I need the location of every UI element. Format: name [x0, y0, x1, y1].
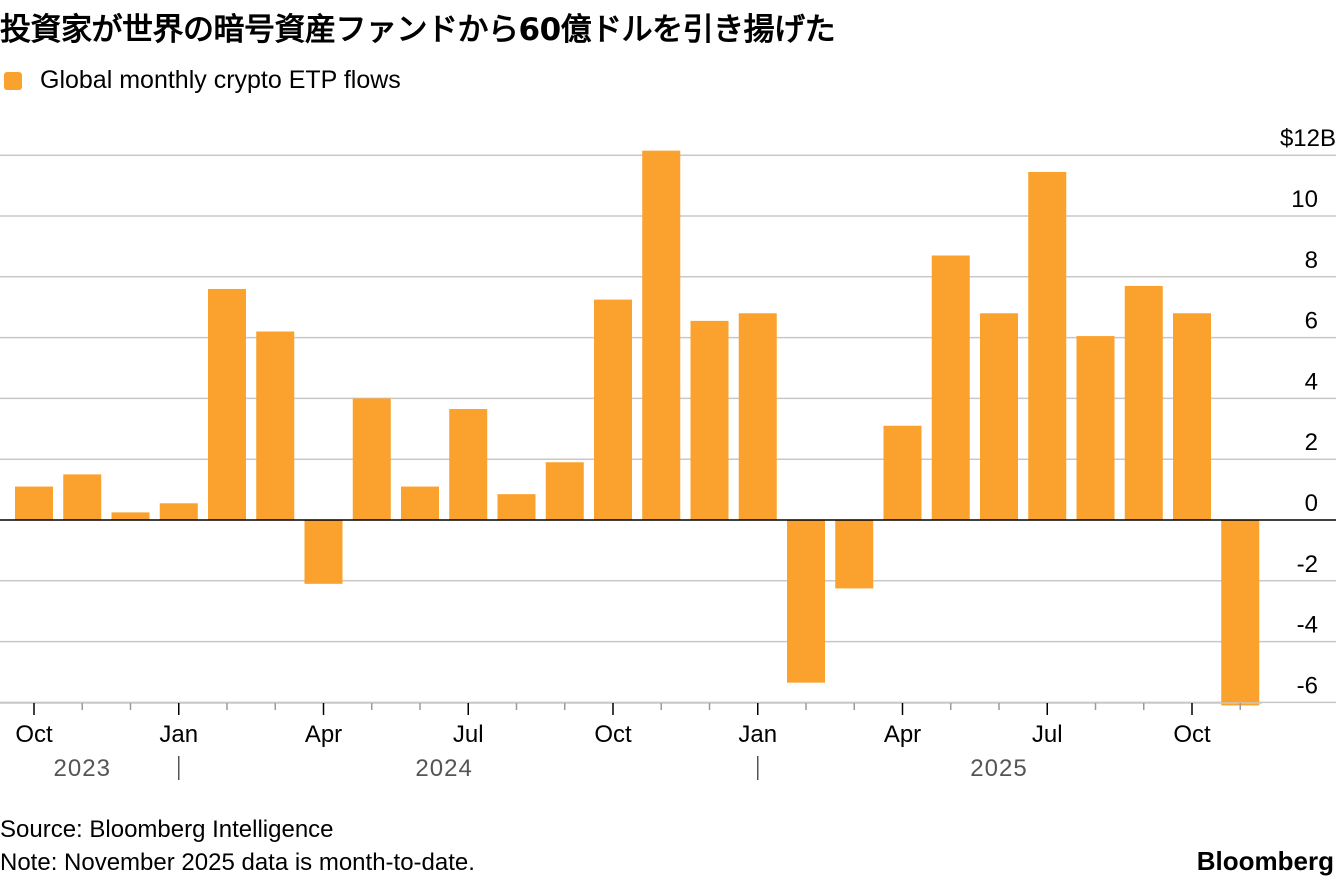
bar-2024-01 [159, 503, 198, 520]
y-tick-label: -6 [1297, 672, 1318, 699]
bar-chart: $12B 10 8 6 4 2 0 -2 -4 -6 Oct Jan Apr Jul Oct Jan Apr J… [0, 125, 1336, 782]
year-label: 2025 [970, 755, 1027, 782]
y-tick-label: 6 [1305, 308, 1318, 335]
x-tick-label: Apr [884, 721, 921, 748]
y-tick-label: 10 [1291, 186, 1318, 213]
bar-2024-05 [352, 398, 391, 520]
footnote: Note: November 2025 data is month-to-dat… [0, 849, 475, 876]
bar-2023-11 [63, 474, 102, 520]
x-tick-label: Apr [305, 721, 342, 748]
bar-2024-04 [304, 520, 343, 584]
x-tick-label: Jan [159, 721, 198, 748]
bar-2024-09 [545, 462, 584, 520]
chart-title: 投資家が世界の暗号資産ファンドから60億ドルを引き揚げた [0, 12, 836, 48]
bar-2025-04 [883, 425, 922, 520]
source-note: Source: Bloomberg Intelligence [0, 816, 334, 843]
bars [15, 150, 1260, 706]
y-tick-label: 0 [1305, 490, 1318, 517]
bar-2025-02 [787, 520, 825, 683]
x-tick-label: Oct [15, 721, 53, 748]
y-tick-label: -2 [1297, 551, 1318, 578]
bar-2025-06 [980, 313, 1018, 520]
bloomberg-logo: Bloomberg [1196, 846, 1334, 876]
bar-2023-12 [111, 512, 150, 520]
y-tick-label: 4 [1305, 368, 1318, 395]
x-tick-label: Jul [453, 721, 484, 748]
x-tick-label: Oct [594, 721, 632, 748]
bar-2023-10 [15, 486, 53, 520]
x-tick-label: Jul [1032, 721, 1063, 748]
x-tick-label: Oct [1173, 721, 1211, 748]
legend-swatch [4, 71, 22, 90]
bar-2025-11 [1221, 520, 1260, 706]
bar-2024-08 [497, 494, 536, 520]
bar-2024-03 [256, 331, 295, 520]
bar-2024-10 [594, 299, 632, 520]
y-tick-label: 2 [1305, 429, 1318, 456]
legend-label: Global monthly crypto ETP flows [40, 66, 401, 94]
bar-2025-05 [931, 255, 970, 520]
year-label: 2023 [54, 755, 111, 782]
bar-2025-09 [1124, 285, 1163, 520]
x-tick-label: Jan [738, 721, 777, 748]
bar-2025-01 [738, 313, 777, 520]
bar-2024-12 [690, 320, 729, 520]
y-axis-labels: $12B 10 8 6 4 2 0 -2 -4 -6 [1280, 125, 1336, 699]
y-tick-label: 8 [1305, 247, 1318, 274]
bar-2025-10 [1173, 313, 1211, 520]
legend: Global monthly crypto ETP flows [4, 66, 401, 95]
bar-2025-08 [1076, 336, 1115, 520]
year-label: 2024 [415, 755, 472, 782]
bar-2024-07 [449, 409, 488, 520]
y-tick-label: -4 [1297, 612, 1318, 639]
bar-2024-06 [401, 486, 439, 520]
bar-2024-11 [642, 150, 681, 520]
y-tick-label: $12B [1280, 125, 1336, 152]
bar-2024-02 [208, 288, 246, 520]
bar-2025-07 [1028, 171, 1067, 521]
bar-2025-03 [835, 520, 874, 589]
